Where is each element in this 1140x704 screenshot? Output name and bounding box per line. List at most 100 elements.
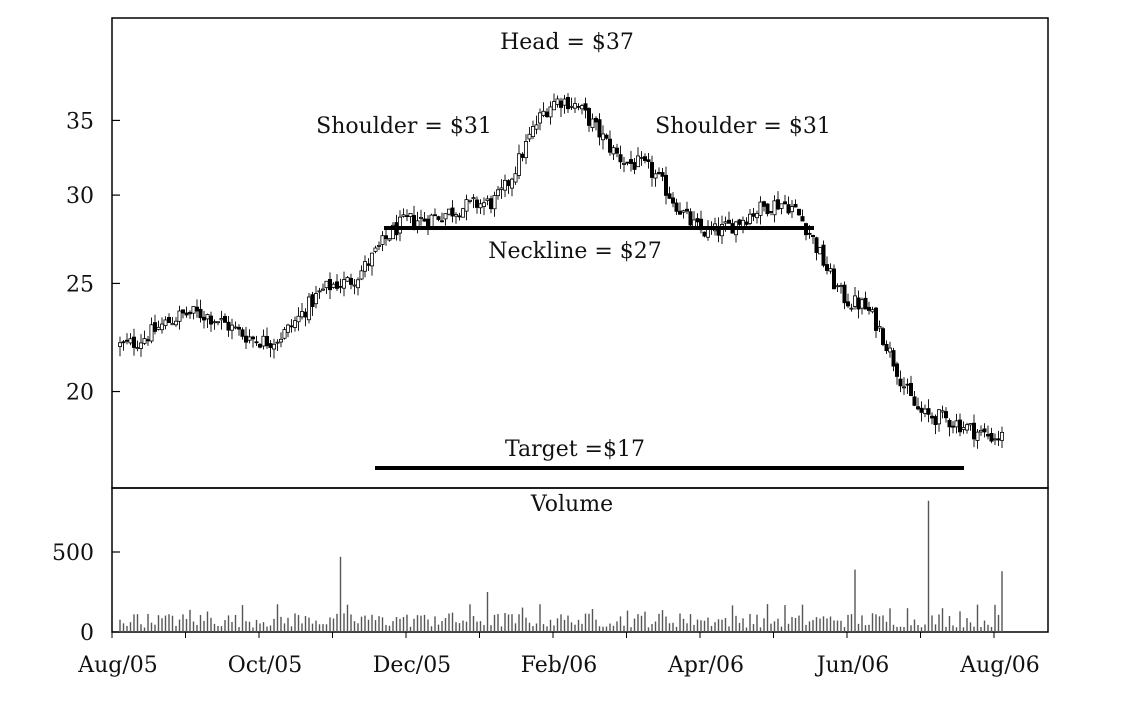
candle-body [282, 329, 287, 339]
candle-body [979, 429, 984, 433]
candle-body [552, 101, 557, 111]
candle-body [299, 311, 304, 318]
price-y-tick-label: 35 [66, 109, 94, 134]
candle-body [762, 201, 767, 207]
candle-body [436, 216, 441, 220]
candle-body [464, 199, 469, 212]
candle-body [485, 198, 490, 201]
price-y-tick-label: 30 [66, 184, 94, 209]
volume-panel-frame [111, 487, 1049, 633]
candle-body [303, 311, 308, 318]
candle-body [597, 119, 602, 138]
candle-body [996, 438, 1001, 441]
candle-body [292, 320, 297, 328]
candlestick-series [118, 93, 1005, 449]
candle-body [408, 213, 413, 217]
candle-body [180, 309, 185, 314]
candle-body [727, 219, 732, 224]
candle-body [285, 324, 290, 333]
candle-body [250, 336, 255, 340]
candle-body [387, 238, 392, 241]
candle-body [264, 336, 269, 347]
candle-body [443, 213, 448, 220]
candle-body [380, 235, 385, 245]
candle-body [205, 314, 210, 320]
price-y-tick-label: 20 [66, 381, 94, 406]
candle-body [951, 425, 956, 428]
candle-body [474, 199, 479, 208]
candle-body [569, 105, 574, 108]
candle-body [622, 162, 627, 165]
candle-body [362, 261, 367, 272]
candle-body [664, 174, 669, 196]
candle-body [212, 321, 217, 324]
candle-body [257, 343, 262, 348]
candle-body [926, 408, 931, 415]
price-y-axis: 20 25 30 35 [66, 109, 120, 406]
candle-body [629, 159, 634, 164]
candle-body [411, 215, 416, 227]
candle-body [965, 424, 970, 431]
candle-body [278, 338, 283, 343]
candle-body [222, 315, 227, 323]
candle-body [891, 350, 896, 367]
volume-title: Volume [530, 492, 613, 517]
head-annotation: Head = $37 [500, 30, 634, 55]
candle-body [909, 383, 914, 396]
volume-y-axis: 0 500 [52, 541, 120, 646]
candle-body [145, 339, 150, 342]
candle-body [653, 173, 658, 179]
candle-body [492, 195, 497, 210]
candle-body [671, 197, 676, 204]
candle-body [793, 203, 798, 208]
candle-body [940, 410, 945, 413]
candle-body [383, 235, 388, 240]
candle-body [425, 218, 430, 227]
candle-body [460, 208, 465, 218]
candle-body [243, 335, 248, 343]
candle-body [811, 235, 816, 238]
candle-body [776, 199, 781, 210]
candle-body [702, 231, 707, 237]
candle-body [905, 383, 910, 386]
candle-body [306, 296, 311, 321]
x-axis: Aug/05 Oct/05 Dec/05 Feb/06 Apr/06 Jun/06 Aug/… [77, 632, 1040, 678]
candle-body [650, 162, 655, 178]
candle-body [618, 154, 623, 163]
candle-body [720, 224, 725, 237]
candle-body [863, 297, 868, 310]
x-tick-label: Feb/06 [521, 653, 598, 678]
candle-body [271, 343, 276, 350]
candle-body [310, 294, 315, 307]
candle-body [348, 277, 353, 285]
candle-body [860, 299, 865, 309]
candle-body [275, 341, 280, 344]
candle-body [615, 147, 620, 154]
candle-body [786, 204, 791, 214]
candle-body [737, 219, 742, 225]
candle-body [432, 214, 437, 217]
candle-body [118, 342, 123, 347]
candle-body [201, 316, 206, 321]
left-shoulder-annotation: Shoulder = $31 [316, 114, 492, 139]
candle-body [919, 407, 924, 413]
candle-body [807, 232, 812, 235]
candle-body [888, 347, 893, 353]
candle-body [877, 325, 882, 329]
candle-body [608, 138, 613, 153]
candle-body [254, 341, 259, 344]
candle-body [825, 264, 830, 271]
x-tick-label: Apr/06 [667, 653, 744, 678]
candle-body [723, 221, 728, 224]
candle-body [338, 285, 343, 288]
candle-body [797, 208, 802, 216]
candle-body [695, 218, 700, 223]
candle-body [611, 147, 616, 155]
candle-body [233, 326, 238, 329]
candle-body [765, 203, 770, 215]
candle-body [958, 419, 963, 433]
candle-body [401, 214, 406, 217]
candle-body [751, 213, 756, 217]
candle-body [842, 284, 847, 304]
